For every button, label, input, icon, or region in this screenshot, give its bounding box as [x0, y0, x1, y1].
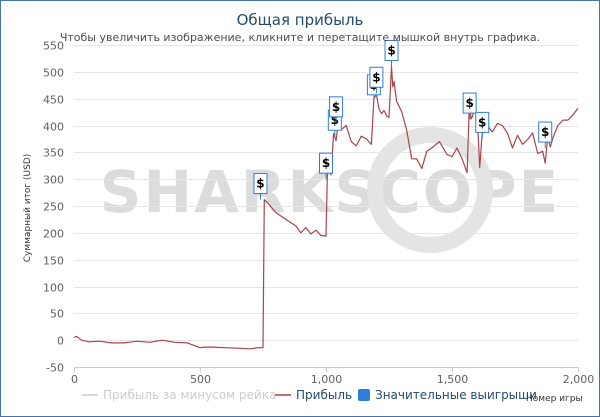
legend-item-big-wins[interactable]: Значительные выигрыши — [358, 388, 537, 402]
x-tick-label: 1,000 — [311, 373, 343, 386]
big-win-flag[interactable]: $ — [462, 92, 477, 120]
big-win-flag-label: $ — [387, 43, 395, 57]
y-tick-label: 500 — [43, 67, 64, 80]
big-win-flag-label: $ — [372, 70, 380, 84]
x-tick-label: 2,000 — [563, 373, 595, 386]
series-layer — [73, 65, 579, 350]
y-tick-label: -50 — [46, 362, 64, 375]
legend-item-profit[interactable]: Прибыль — [275, 388, 352, 402]
big-win-flag-label: $ — [465, 96, 473, 110]
chart-title: Общая прибыль — [237, 11, 364, 29]
big-win-flag-box — [369, 66, 384, 88]
legend-net-profit-label: Прибыль за минусом рейка — [103, 388, 276, 402]
chart-subtitle: Чтобы увеличить изображение, кликните и … — [60, 31, 540, 44]
series-line-profit — [73, 65, 579, 350]
big-win-flag-label: $ — [478, 115, 486, 129]
grid — [74, 45, 578, 368]
x-tick-label: 0 — [71, 373, 78, 386]
legend-big-wins-swatch — [358, 389, 370, 401]
big-win-flag-label: $ — [322, 156, 330, 170]
legend-item-net-profit[interactable]: Прибыль за минусом рейка — [82, 388, 276, 402]
big-win-flag-box — [384, 39, 399, 61]
big-win-flag[interactable]: $ — [369, 66, 384, 94]
big-win-flag[interactable]: $ — [475, 111, 490, 139]
y-tick-label: 550 — [43, 40, 64, 53]
flags-layer: $$$$$$$$$$ — [253, 39, 553, 200]
big-win-flag-box — [475, 111, 490, 133]
big-win-flag-box — [538, 121, 553, 143]
big-win-flag-label: $ — [256, 177, 264, 191]
x-axis-title: Номер игры — [526, 394, 583, 404]
big-win-flag[interactable]: $ — [319, 152, 333, 180]
y-tick-label: 300 — [43, 174, 64, 187]
y-tick-label: 400 — [43, 121, 64, 134]
y-tick-label: 350 — [43, 147, 64, 160]
y-tick-label: 200 — [43, 228, 64, 241]
big-win-flag-box — [329, 96, 344, 118]
big-win-flag-label: $ — [332, 100, 340, 114]
watermark-scope-ring — [367, 127, 493, 253]
big-win-flag[interactable]: $ — [384, 39, 399, 67]
big-win-flag-box — [319, 152, 333, 174]
big-win-flag-label: $ — [541, 125, 549, 139]
big-win-flag-box — [462, 92, 477, 114]
y-tick-label: 450 — [43, 94, 64, 107]
big-win-flag[interactable]: $ — [538, 121, 553, 149]
big-win-flag[interactable]: $ — [253, 173, 268, 200]
legend: Прибыль за минусом рейка Прибыль Значите… — [82, 388, 537, 402]
x-tick-label: 500 — [190, 373, 211, 386]
big-win-flag[interactable]: $ — [329, 96, 344, 123]
y-tick-label: 0 — [57, 335, 64, 348]
x-tick-label: 1,500 — [437, 373, 469, 386]
big-win-flag-label: $ — [331, 113, 339, 127]
y-tick-label: 50 — [50, 308, 64, 321]
y-tick-label: 150 — [43, 255, 64, 268]
legend-big-wins-label: Значительные выигрыши — [375, 388, 537, 402]
y-tick-label: 100 — [43, 282, 64, 295]
y-axis-title: Суммарный итог (USD) — [23, 154, 33, 263]
y-tick-label: 250 — [43, 201, 64, 214]
big-win-flag-box — [253, 173, 268, 195]
ticks-layer: -50 0 50 100 150 200 250 300 350 400 450 500 550 0 500… — [43, 40, 594, 387]
legend-profit-label: Прибыль — [296, 388, 352, 402]
